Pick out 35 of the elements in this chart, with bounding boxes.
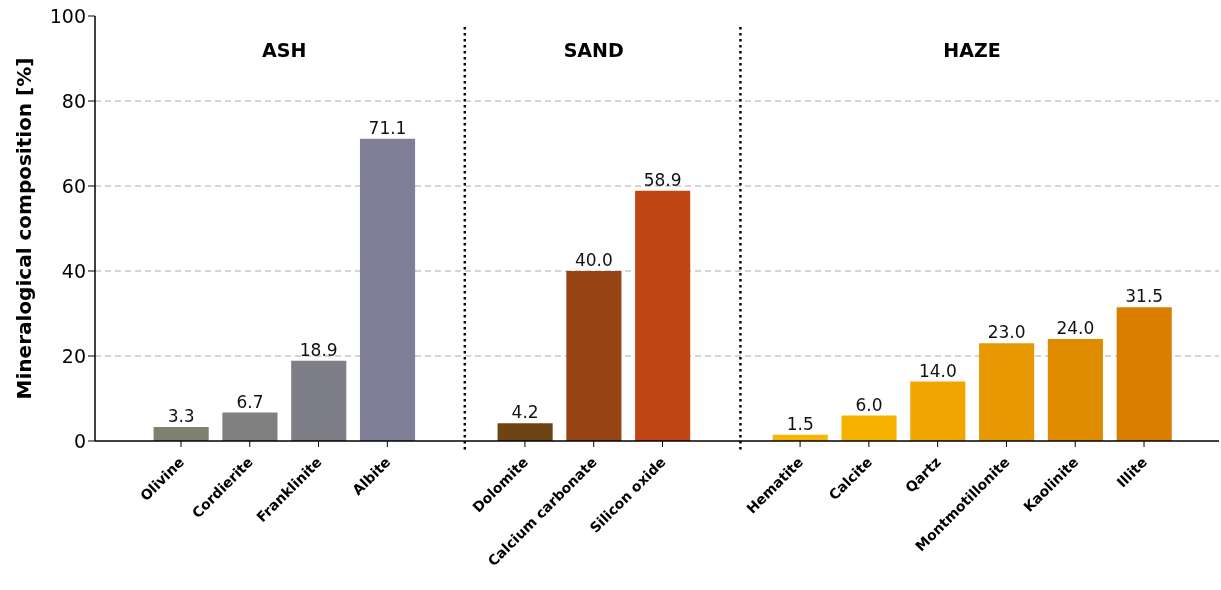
bar [222, 412, 278, 441]
data-label: 6.7 [236, 391, 264, 412]
bar [291, 360, 347, 441]
y-tick-label: 0 [73, 429, 86, 452]
data-label: 3.3 [167, 405, 195, 426]
bar [1047, 339, 1103, 441]
bar [841, 415, 897, 441]
data-label: 1.5 [786, 413, 814, 434]
y-tick-label: 20 [61, 344, 86, 367]
bar [635, 190, 691, 441]
data-label: 58.9 [643, 169, 682, 190]
annotation: ASH [262, 39, 307, 62]
y-tick-label: 100 [49, 4, 86, 27]
bar [359, 138, 416, 441]
data-label: 18.9 [299, 339, 338, 360]
data-label: 40.0 [574, 250, 613, 270]
bar [566, 271, 622, 441]
data-label: 14.0 [918, 360, 957, 381]
bar [910, 381, 966, 441]
bar [1116, 307, 1172, 441]
y-tick-label: 40 [61, 259, 86, 282]
y-tick-label: 80 [61, 89, 86, 112]
data-label: 23.0 [987, 322, 1026, 343]
bar [497, 423, 553, 441]
data-label: 4.2 [511, 402, 539, 423]
data-label: 24.0 [1056, 318, 1095, 338]
bar [979, 343, 1035, 441]
bar [153, 426, 209, 441]
data-label: 6.0 [855, 394, 883, 415]
y-axis-title: Mineralogical composition [%] [12, 57, 37, 400]
y-tick-label: 60 [61, 174, 86, 197]
data-label: 31.5 [1125, 286, 1164, 307]
annotation: SAND [563, 39, 624, 62]
annotation: HAZE [943, 39, 1001, 62]
data-label: 71.1 [368, 117, 407, 138]
